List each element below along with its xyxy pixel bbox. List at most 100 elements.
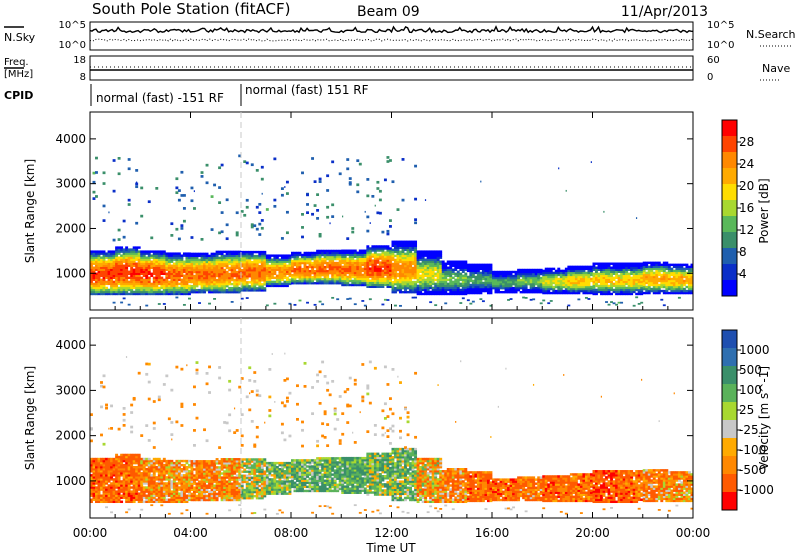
heatmap-cell xyxy=(100,250,103,253)
heatmap-cell xyxy=(341,269,345,273)
heatmap-cell xyxy=(112,498,116,501)
heatmap-cell xyxy=(451,290,455,294)
heatmap-cell xyxy=(105,256,108,259)
heatmap-cell xyxy=(142,490,146,493)
heatmap-cell xyxy=(265,274,269,278)
heatmap-cell xyxy=(323,249,327,253)
heatmap-cell xyxy=(255,266,259,270)
heatmap-cell xyxy=(115,474,119,477)
heatmap-cell xyxy=(132,278,136,282)
heatmap-cell xyxy=(90,480,93,483)
heatmap-cell xyxy=(92,484,96,487)
heatmap-cell xyxy=(95,195,98,198)
heatmap-cell xyxy=(326,205,330,209)
heatmap-cell xyxy=(657,289,661,293)
heatmap-cell xyxy=(434,286,438,290)
heatmap-cell xyxy=(122,276,126,280)
ytick-label: 3000 xyxy=(55,177,86,191)
heatmap-cell xyxy=(461,266,465,269)
heatmap-cell xyxy=(95,274,98,278)
heatmap-cell xyxy=(326,275,330,279)
heatmap-cell xyxy=(142,459,146,463)
heatmap-cell xyxy=(419,262,423,265)
heatmap-cell xyxy=(127,158,131,161)
heatmap-cell xyxy=(414,250,418,254)
heatmap-cell xyxy=(195,264,199,268)
heatmap-cell xyxy=(90,459,93,463)
heatmap-cell xyxy=(386,267,390,270)
heatmap-cell xyxy=(652,275,656,279)
heatmap-cell xyxy=(675,281,679,285)
heatmap-cell xyxy=(547,289,551,293)
heatmap-cell xyxy=(431,256,435,259)
heatmap-cell xyxy=(366,267,370,270)
heatmap-cell xyxy=(394,264,397,268)
heatmap-cell xyxy=(371,249,375,252)
heatmap-cell xyxy=(225,278,229,282)
heatmap-cell xyxy=(140,268,144,271)
heatmap-cell xyxy=(110,260,114,263)
heatmap-cell xyxy=(122,278,126,282)
heatmap-cell xyxy=(318,265,322,269)
heatmap-cell xyxy=(416,284,420,288)
heatmap-cell xyxy=(213,260,217,264)
heatmap-cell xyxy=(567,283,571,287)
heatmap-cell xyxy=(130,490,134,493)
heatmap-cell xyxy=(157,500,161,504)
heatmap-cell xyxy=(650,275,654,279)
heatmap-cell xyxy=(338,275,342,279)
heatmap-cell xyxy=(640,301,644,304)
heatmap-cell xyxy=(230,274,234,278)
heatmap-cell xyxy=(102,490,106,493)
heatmap-cell xyxy=(225,223,229,227)
heatmap-cell xyxy=(195,262,199,266)
heatmap-cell xyxy=(150,480,154,483)
heatmap-cell xyxy=(203,288,206,292)
heatmap-cell xyxy=(635,296,639,299)
heatmap-cell xyxy=(127,478,131,481)
heatmap-cell xyxy=(90,258,93,261)
heatmap-cell xyxy=(376,180,380,184)
heatmap-cell xyxy=(404,252,407,256)
heatmap-cell xyxy=(426,260,430,263)
heatmap-cell xyxy=(187,270,191,273)
heatmap-cell xyxy=(255,287,259,290)
heatmap-cell xyxy=(245,161,249,165)
heatmap-cell xyxy=(110,274,114,278)
heatmap-cell xyxy=(140,465,144,469)
heatmap-cell xyxy=(122,280,126,284)
heatmap-cell xyxy=(280,256,284,259)
heatmap-cell xyxy=(456,270,460,273)
heatmap-cell xyxy=(135,461,139,465)
heatmap-cell xyxy=(572,277,576,281)
heatmap-cell xyxy=(690,279,694,283)
heatmap-cell xyxy=(512,276,516,280)
heatmap-cell xyxy=(142,278,146,282)
heatmap-cell xyxy=(208,274,211,278)
heatmap-cell xyxy=(687,279,691,283)
heatmap-cell xyxy=(318,257,322,261)
heatmap-cell xyxy=(466,265,470,269)
heatmap-cell xyxy=(640,278,644,282)
heatmap-cell xyxy=(147,380,151,384)
heatmap-cell xyxy=(135,266,139,269)
heatmap-cell xyxy=(587,275,591,279)
heatmap-cell xyxy=(132,461,136,465)
heatmap-cell xyxy=(401,274,405,278)
heatmap-cell xyxy=(213,282,217,286)
heatmap-cell xyxy=(308,257,312,261)
heatmap-cell xyxy=(431,266,435,269)
heatmap-cell xyxy=(660,281,664,285)
heatmap-cell xyxy=(615,272,619,276)
heatmap-cell xyxy=(230,262,234,266)
heatmap-cell xyxy=(308,269,312,273)
heatmap-cell xyxy=(441,266,445,269)
heatmap-cell xyxy=(140,280,144,284)
heatmap-cell xyxy=(602,274,606,278)
heatmap-cell xyxy=(92,282,96,286)
heatmap-cell xyxy=(308,263,312,267)
heatmap-cell xyxy=(326,215,330,219)
heatmap-cell xyxy=(132,459,136,463)
heatmap-cell xyxy=(230,252,234,256)
heatmap-cell xyxy=(426,252,430,255)
